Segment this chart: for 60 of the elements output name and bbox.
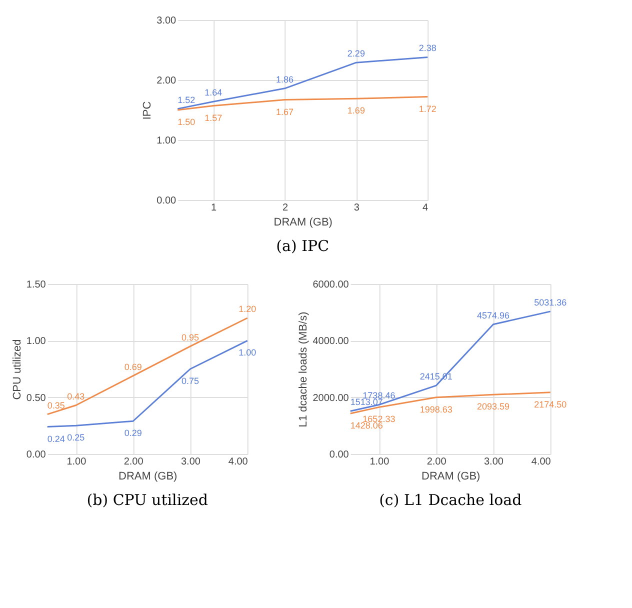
data-label: 2093.59 bbox=[476, 402, 510, 412]
data-label: 1428.06 bbox=[350, 420, 383, 431]
x-tick-label: 4.00 bbox=[531, 456, 552, 468]
data-label: 1.86 bbox=[276, 74, 294, 84]
y-tick-label: 1.00 bbox=[156, 136, 177, 146]
data-label: 1.00 bbox=[238, 348, 256, 358]
y-tick-label: 3.00 bbox=[156, 16, 177, 26]
x-tick-label: 4 bbox=[422, 202, 429, 214]
data-label: 0.25 bbox=[67, 432, 85, 443]
data-label: 1.20 bbox=[238, 304, 256, 314]
y-tick-label: 2.00 bbox=[156, 76, 177, 86]
x-tick-label: 3 bbox=[354, 202, 360, 214]
x-axis-title: DRAM (GB) bbox=[274, 216, 332, 228]
y-axis-title: L1 dcache loads (MB/s) bbox=[298, 312, 310, 428]
x-tick-label: 1 bbox=[211, 202, 218, 214]
x-tick-label: 1.00 bbox=[370, 456, 390, 468]
data-label: 1.64 bbox=[204, 88, 222, 98]
x-tick-label: 3.00 bbox=[180, 456, 201, 468]
x-tick-label: 2.00 bbox=[426, 456, 447, 468]
data-label: 0.95 bbox=[181, 332, 199, 342]
data-label: 0.35 bbox=[47, 400, 65, 410]
y-tick-label: 2000.00 bbox=[312, 392, 350, 404]
data-label: 1513.07 bbox=[350, 397, 383, 408]
data-label: 4574.96 bbox=[476, 310, 510, 320]
text: (b) CPU utilized bbox=[86, 491, 208, 509]
y-tick-label: 6000.00 bbox=[312, 280, 350, 290]
data-label: 1.52 bbox=[178, 94, 196, 105]
x-tick-label: 1.00 bbox=[66, 456, 87, 468]
text: (a) IPC bbox=[276, 237, 330, 255]
data-label: 0.75 bbox=[181, 376, 199, 386]
data-label: 1.72 bbox=[418, 104, 436, 114]
data-label: 1.50 bbox=[178, 117, 196, 127]
y-axis-title: CPU utilized bbox=[11, 339, 24, 400]
y-tick-label: 1.50 bbox=[26, 280, 46, 290]
data-label: 2.29 bbox=[347, 48, 365, 59]
data-label: 2.38 bbox=[418, 43, 436, 54]
y-axis-title: IPC bbox=[142, 101, 154, 120]
y-tick-label: 0.50 bbox=[26, 392, 46, 404]
x-axis-title: DRAM (GB) bbox=[118, 470, 178, 482]
data-label: 1.67 bbox=[276, 106, 294, 117]
data-label: 1.69 bbox=[347, 106, 365, 116]
data-label: 1.57 bbox=[204, 112, 222, 123]
x-tick-label: 2 bbox=[282, 202, 288, 214]
x-tick-label: 4.00 bbox=[228, 456, 248, 468]
y-tick-label: 1.00 bbox=[26, 336, 46, 348]
y-tick-label: 0.00 bbox=[329, 450, 350, 460]
x-tick-label: 2.00 bbox=[124, 456, 144, 468]
y-tick-label: 4000.00 bbox=[312, 336, 350, 348]
text: (c) L1 Dcache load bbox=[379, 491, 522, 509]
x-tick-label: 3.00 bbox=[484, 456, 504, 468]
data-label: 0.43 bbox=[67, 391, 85, 402]
data-label: 0.69 bbox=[124, 362, 142, 372]
y-tick-label: 0.00 bbox=[156, 196, 177, 206]
data-label: 0.29 bbox=[124, 428, 142, 438]
y-tick-label: 0.00 bbox=[26, 450, 46, 460]
data-label: 1998.63 bbox=[420, 404, 452, 414]
x-axis-title: DRAM (GB) bbox=[422, 470, 480, 482]
data-label: 0.24 bbox=[47, 434, 65, 444]
data-label: 5031.36 bbox=[534, 297, 567, 308]
data-label: 2174.50 bbox=[534, 399, 567, 410]
